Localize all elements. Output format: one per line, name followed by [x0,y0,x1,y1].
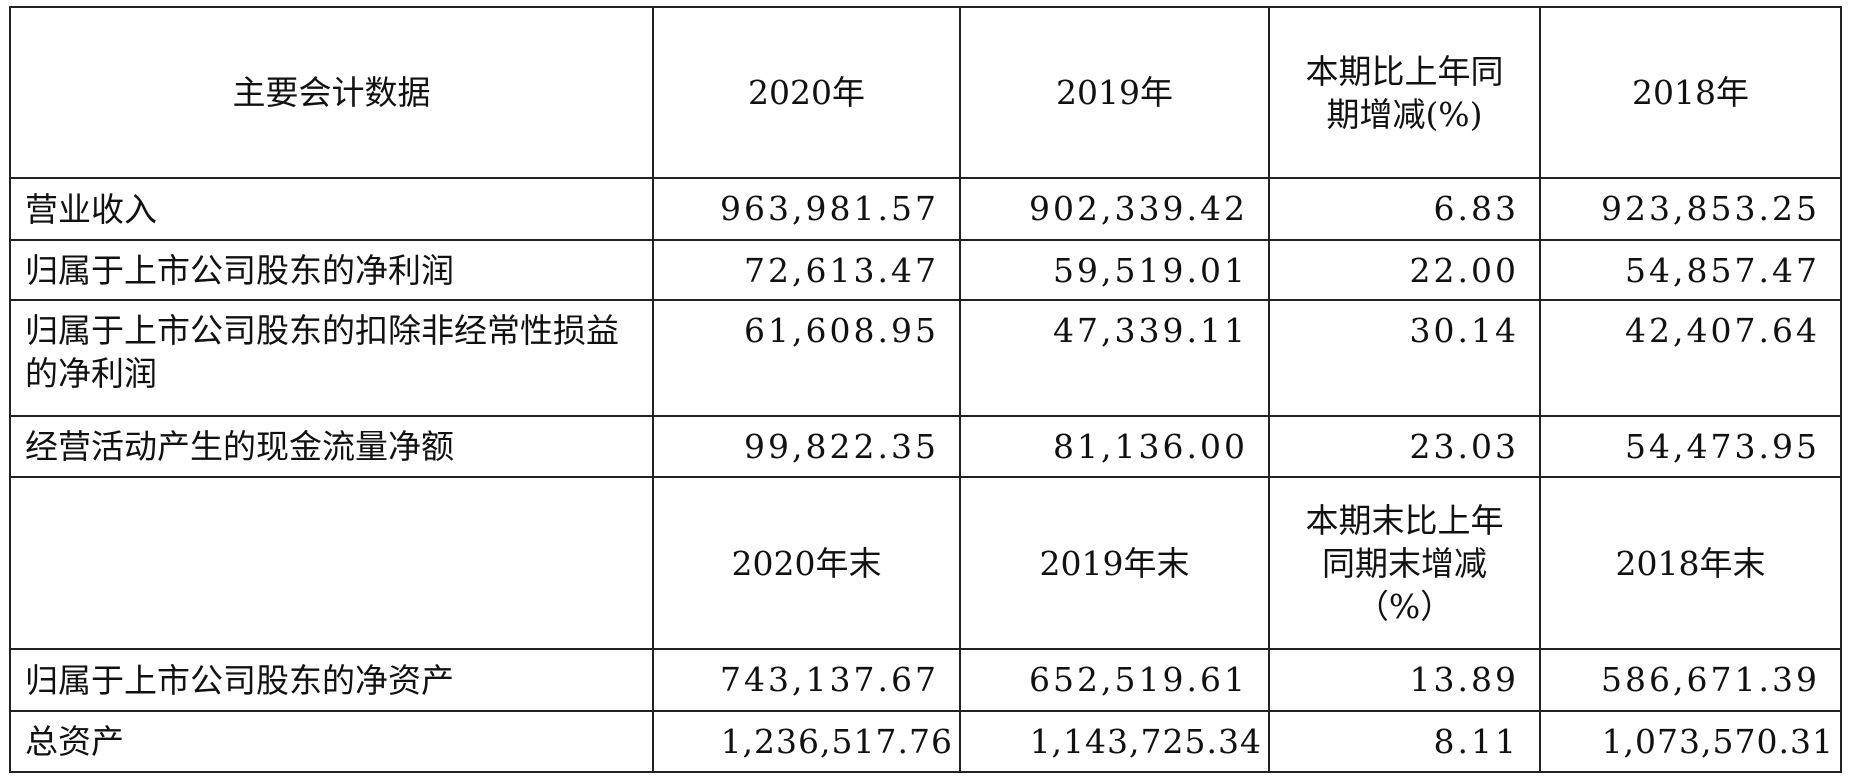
cell: 586,671.39 [1539,648,1842,712]
cell: 59,519.01 [959,239,1270,301]
header-cell: 本期比上年同期增减(%) [1268,6,1541,179]
financial-data-table: 主要会计数据 2020年 2019年 本期比上年同期增减(%) 2018年 营业… [9,6,1842,773]
cell: 8.11 [1268,710,1541,773]
header-cell [9,476,654,650]
cell: 72,613.47 [652,239,961,301]
cell: 61,608.95 [652,299,961,417]
cell: 1,073,570.31 [1539,710,1842,773]
row-label: 经营活动产生的现金流量净额 [9,415,654,478]
table-row: 经营活动产生的现金流量净额 99,822.35 81,136.00 23.03 … [9,415,1842,478]
row-label: 归属于上市公司股东的扣除非经常性损益的净利润 [9,299,654,417]
table-row: 归属于上市公司股东的净资产 743,137.67 652,519.61 13.8… [9,648,1842,712]
row-label: 归属于上市公司股东的净利润 [9,239,654,301]
row-label: 营业收入 [9,177,654,241]
table-row: 归属于上市公司股东的扣除非经常性损益的净利润 61,608.95 47,339.… [9,299,1842,417]
header-cell: 2018年 [1539,6,1842,179]
cell: 923,853.25 [1539,177,1842,241]
cell: 743,137.67 [652,648,961,712]
table-row: 归属于上市公司股东的净利润 72,613.47 59,519.01 22.00 … [9,239,1842,301]
cell: 652,519.61 [959,648,1270,712]
header-cell: 2020年 [652,6,961,179]
cell: 81,136.00 [959,415,1270,478]
header-row: 2020年末 2019年末 本期末比上年同期末增减（%） 2018年末 [9,476,1842,650]
cell: 47,339.11 [959,299,1270,417]
header-cell: 本期末比上年同期末增减（%） [1268,476,1541,650]
cell: 54,473.95 [1539,415,1842,478]
cell: 99,822.35 [652,415,961,478]
header-cell: 主要会计数据 [9,6,654,179]
header-cell: 2019年 [959,6,1270,179]
row-label: 归属于上市公司股东的净资产 [9,648,654,712]
cell: 1,143,725.34 [959,710,1270,773]
header-cell: 2020年末 [652,476,961,650]
cell: 22.00 [1268,239,1541,301]
row-label: 总资产 [9,710,654,773]
header-cell: 2018年末 [1539,476,1842,650]
cell: 23.03 [1268,415,1541,478]
cell: 1,236,517.76 [652,710,961,773]
cell: 6.83 [1268,177,1541,241]
table-row: 营业收入 963,981.57 902,339.42 6.83 923,853.… [9,177,1842,241]
cell: 30.14 [1268,299,1541,417]
cell: 963,981.57 [652,177,961,241]
cell: 13.89 [1268,648,1541,712]
table-row: 总资产 1,236,517.76 1,143,725.34 8.11 1,073… [9,710,1842,773]
cell: 902,339.42 [959,177,1270,241]
header-cell: 2019年末 [959,476,1270,650]
header-row: 主要会计数据 2020年 2019年 本期比上年同期增减(%) 2018年 [9,6,1842,179]
cell: 54,857.47 [1539,239,1842,301]
cell: 42,407.64 [1539,299,1842,417]
